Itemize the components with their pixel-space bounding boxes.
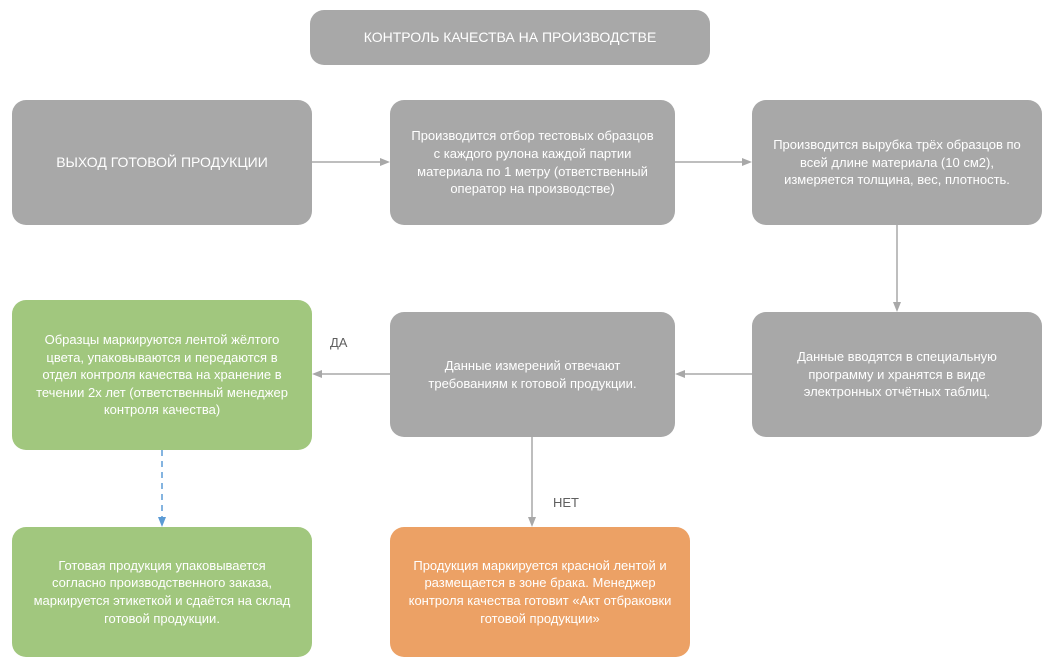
flowchart-node-n4: Данные вводятся в специальную программу … [752, 312, 1042, 437]
flowchart-node-title: КОНТРОЛЬ КАЧЕСТВА НА ПРОИЗВОДСТВЕ [310, 10, 710, 65]
flowchart-node-n1: ВЫХОД ГОТОВОЙ ПРОДУКЦИИ [12, 100, 312, 225]
edge-label-yes: ДА [330, 335, 347, 350]
flowchart-node-n6: Образцы маркируются лентой жёлтого цвета… [12, 300, 312, 450]
edge-label-no: НЕТ [553, 495, 579, 510]
flowchart-node-n2: Производится отбор тестовых образцов с к… [390, 100, 675, 225]
flowchart-node-n7: Готовая продукция упаковывается согласно… [12, 527, 312, 657]
flowchart-node-n5: Данные измерений отвечают требованиям к … [390, 312, 675, 437]
flowchart-node-n8: Продукция маркируется красной лентой и р… [390, 527, 690, 657]
flowchart-node-n3: Производится вырубка трёх образцов по вс… [752, 100, 1042, 225]
